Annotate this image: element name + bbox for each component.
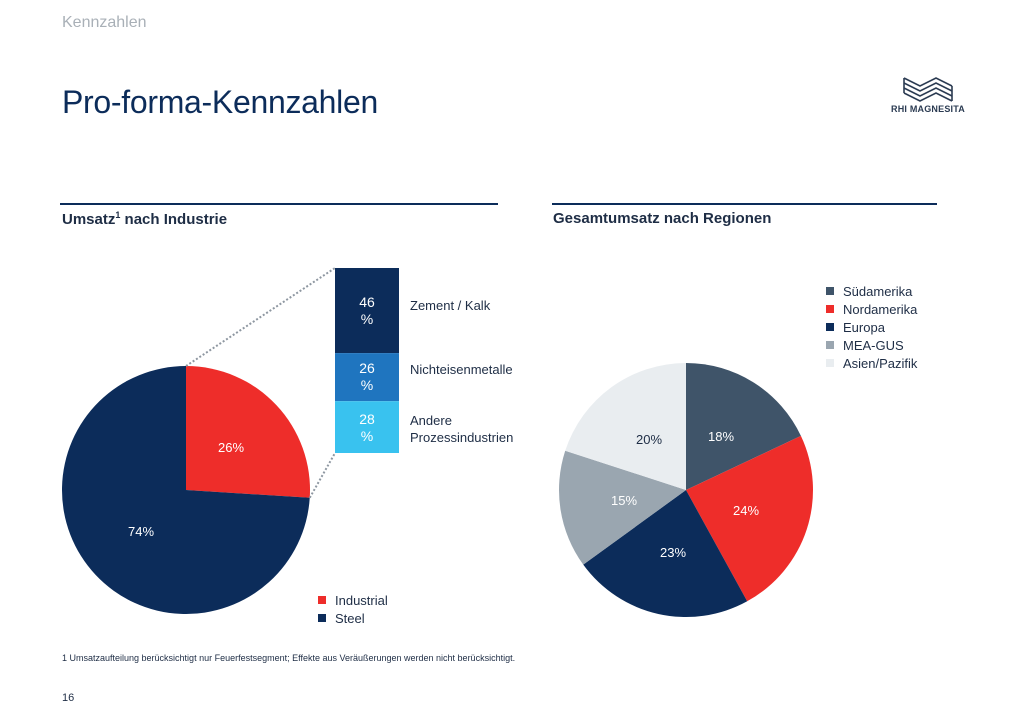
segment-name-zement: Zement / Kalk — [410, 298, 491, 313]
legend-item-mea-gus: MEA-GUS — [826, 336, 917, 354]
bar-segment-andere — [335, 401, 399, 453]
bar-segment-zement — [335, 268, 399, 354]
pie-slice-industrial — [186, 366, 310, 498]
bar-label-andere: 28% — [359, 411, 375, 444]
legend-swatch-industrial — [318, 596, 326, 604]
legend-item-industrial: Industrial — [318, 591, 388, 609]
connector-line-bottom — [308, 452, 336, 499]
legend-label-suedamerika: Südamerika — [843, 283, 913, 299]
legend-label-nordamerika: Nordamerika — [843, 301, 918, 317]
pie-slice-asien-pazifik — [565, 363, 686, 490]
section-label: Kennzahlen — [62, 14, 147, 31]
pie-label-mea-gus: 15% — [611, 493, 638, 508]
chart2-title: Gesamtumsatz nach Regionen — [553, 210, 772, 227]
pie-label-steel: 74% — [128, 524, 155, 539]
legend-swatch-suedamerika — [826, 287, 834, 295]
legend-swatch-europa — [826, 323, 834, 331]
legend-swatch-nordamerika — [826, 305, 834, 313]
pie-label-nordamerika: 24% — [733, 503, 760, 518]
chart1-rule — [60, 203, 498, 205]
chart1-title: Umsatz1 nach Industrie — [62, 210, 228, 228]
page-number: 16 — [62, 692, 75, 704]
legend-swatch-asien-pazifik — [826, 359, 834, 367]
segment-name-andere: Andere Prozessindustrien — [410, 413, 514, 445]
legend-label-mea-gus: MEA-GUS — [843, 337, 904, 353]
pie-label-asien-pazifik: 20% — [636, 432, 663, 447]
pie-slice-europa — [583, 490, 748, 617]
legend-label-europa: Europa — [843, 319, 885, 335]
bar-label-zement: 46% — [359, 294, 375, 327]
pie-slice-steel — [61, 366, 310, 614]
chart2-legend: Südamerika Nordamerika Europa MEA-GUS As… — [826, 282, 917, 372]
pie-label-industrial: 26% — [218, 440, 245, 455]
legend-label-steel: Steel — [335, 610, 365, 626]
legend-item-suedamerika: Südamerika — [826, 282, 917, 300]
connector-line-top — [185, 267, 336, 367]
legend-label-asien-pazifik: Asien/Pazifik — [843, 355, 918, 371]
pie-slice-mea-gus — [558, 450, 686, 565]
pie-label-europa: 23% — [660, 545, 687, 560]
bar-segment-nichteisen — [335, 353, 399, 402]
legend-item-nordamerika: Nordamerika — [826, 300, 917, 318]
logo-text: RHI MAGNESITA — [891, 104, 965, 114]
bar-label-nichteisen: 26% — [359, 360, 375, 393]
company-logo-icon — [903, 77, 953, 102]
legend-swatch-steel — [318, 614, 326, 622]
footnote: 1 Umsatzaufteilung berücksichtigt nur Fe… — [62, 653, 516, 663]
pie-slice-suedamerika — [686, 363, 801, 490]
page-title: Pro-forma-Kennzahlen — [62, 84, 378, 120]
legend-item-asien-pazifik: Asien/Pazifik — [826, 354, 917, 372]
segment-name-nichteisen: Nichteisenmetalle — [410, 362, 513, 377]
pie-slice-nordamerika — [686, 435, 813, 602]
legend-item-europa: Europa — [826, 318, 917, 336]
legend-item-steel: Steel — [318, 609, 388, 627]
chart1-legend: Industrial Steel — [318, 591, 388, 627]
chart2-rule — [552, 203, 937, 205]
legend-swatch-mea-gus — [826, 341, 834, 349]
legend-label-industrial: Industrial — [335, 592, 388, 608]
pie-label-suedamerika: 18% — [708, 429, 735, 444]
